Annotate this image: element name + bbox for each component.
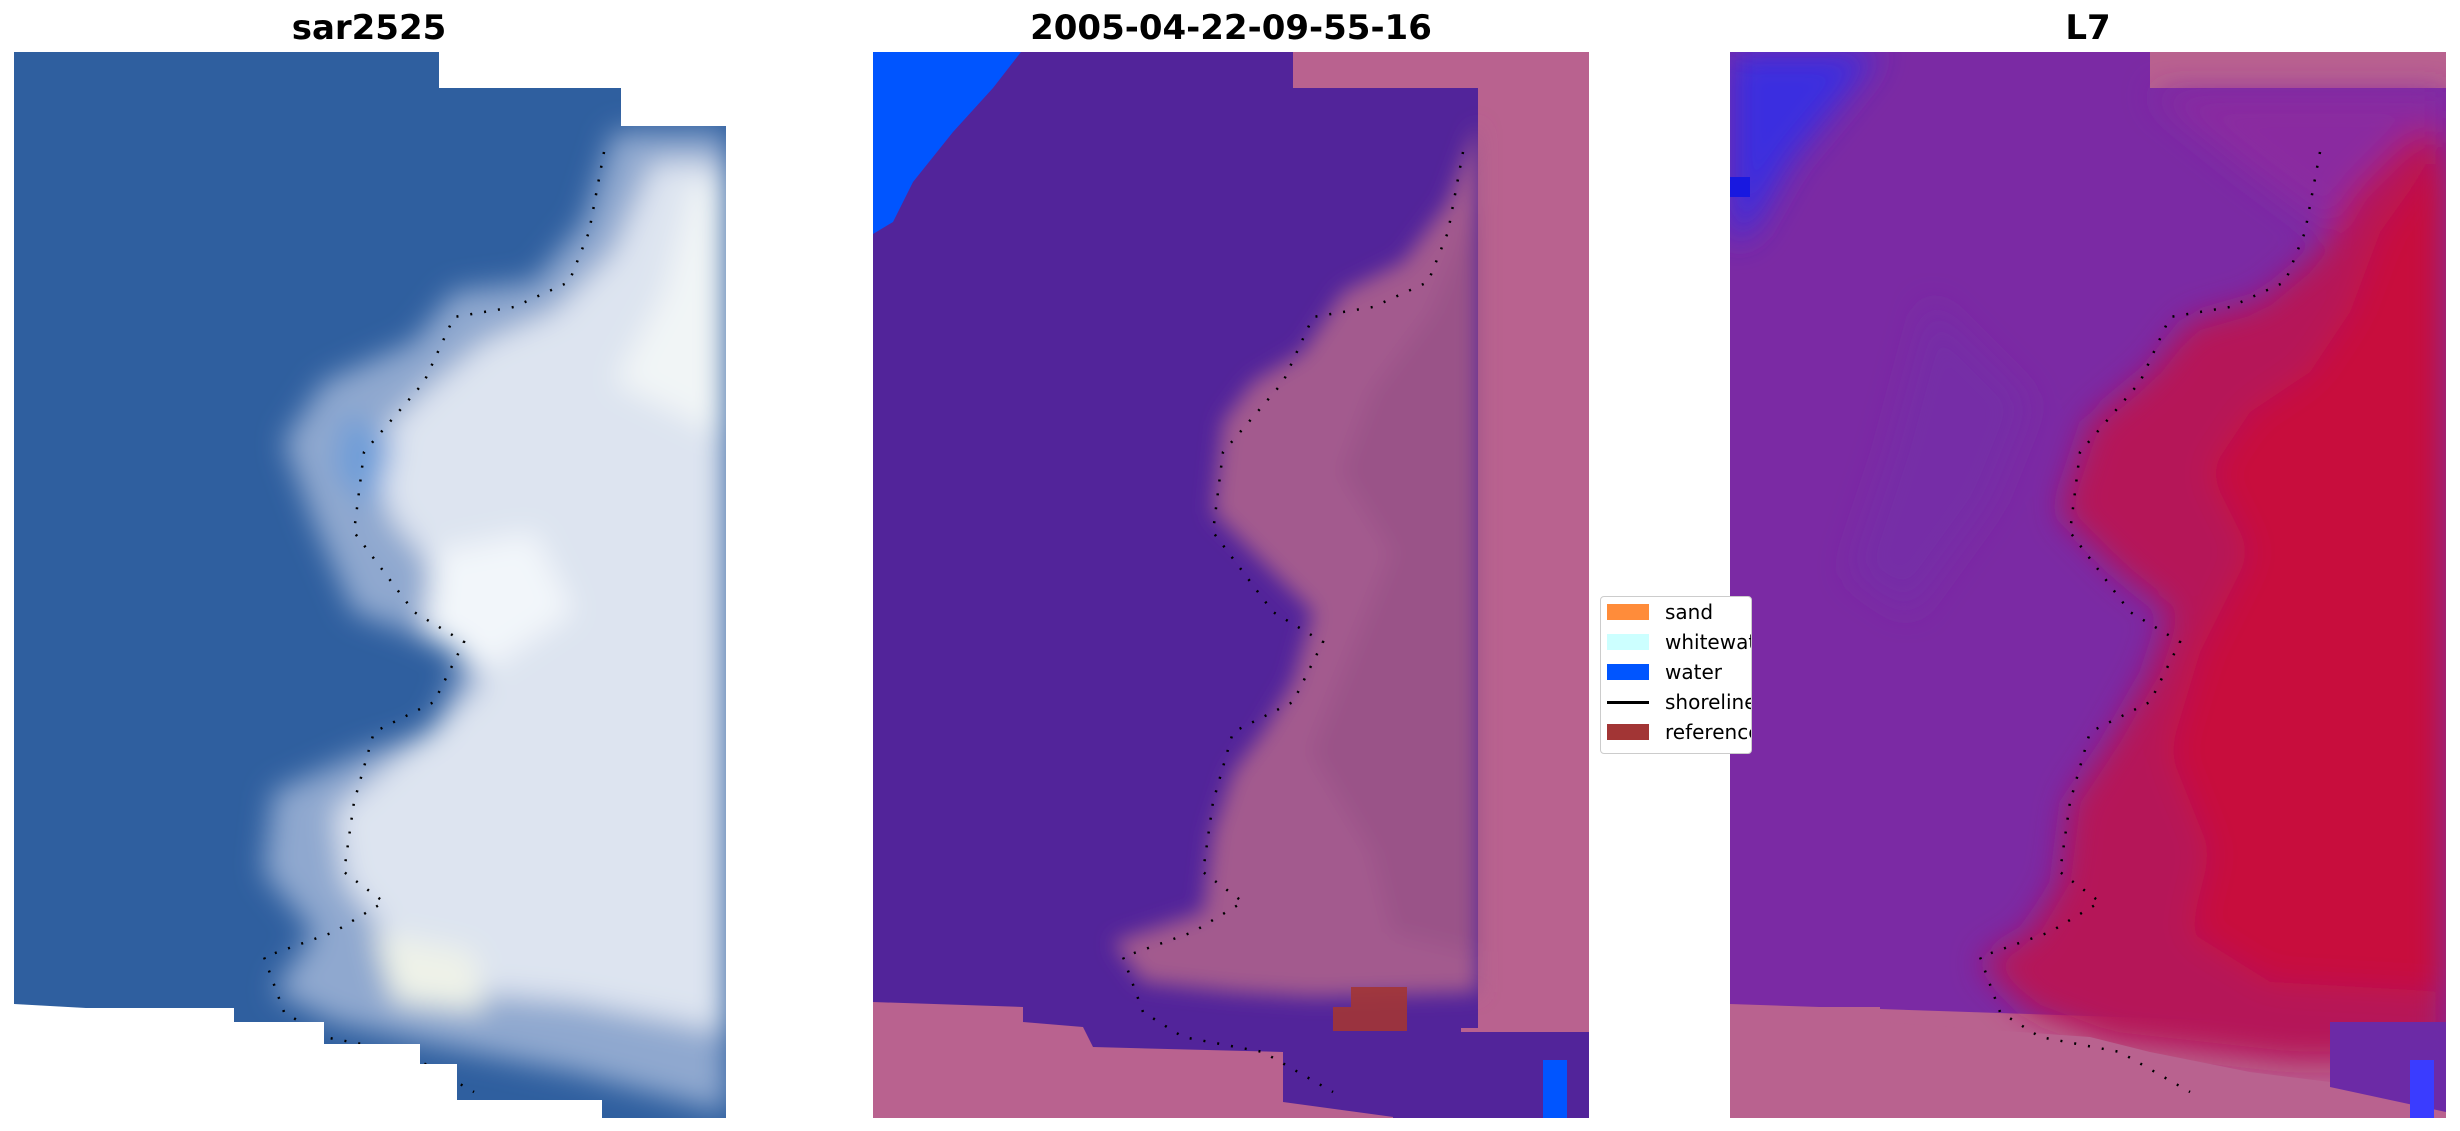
legend: sand whitewater water shoreline referenc… xyxy=(1600,596,1752,754)
legend-item-water: water xyxy=(1607,657,1722,687)
legend-swatch-sand xyxy=(1607,604,1649,620)
legend-swatch-reference xyxy=(1607,724,1649,740)
legend-label-shoreline: shoreline xyxy=(1665,690,1752,714)
legend-item-whitewater: whitewater xyxy=(1607,627,1751,657)
panel-title-classified: 2005-04-22-09-55-16 xyxy=(1030,8,1432,48)
legend-item-sand: sand xyxy=(1607,597,1713,627)
legend-swatch-whitewater xyxy=(1607,634,1649,650)
legend-label-water: water xyxy=(1665,660,1722,684)
classified-image xyxy=(873,52,1589,1118)
panel-title-mndwi: L7 xyxy=(2065,8,2111,48)
panel-title-rgb: sar2525 xyxy=(291,8,447,48)
legend-line-shoreline xyxy=(1607,700,1649,704)
mndwi-image xyxy=(1730,52,2446,1118)
legend-swatch-water xyxy=(1607,664,1649,680)
legend-label-reference: reference xyxy=(1665,720,1752,744)
legend-item-shoreline: shoreline xyxy=(1607,687,1752,717)
legend-item-reference: reference xyxy=(1607,717,1752,747)
legend-label-sand: sand xyxy=(1665,600,1714,624)
rgb-satellite-image xyxy=(14,52,726,1118)
legend-label-whitewater: whitewater xyxy=(1665,630,1751,654)
